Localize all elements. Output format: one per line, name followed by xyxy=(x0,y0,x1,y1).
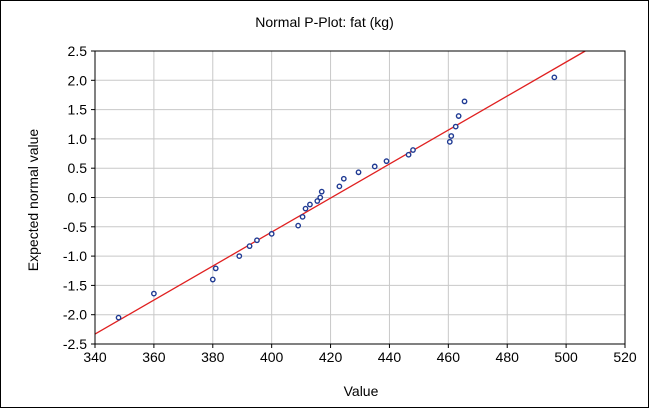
grid xyxy=(95,51,625,344)
x-tick-label: 380 xyxy=(201,349,225,365)
y-tick-label: -1.0 xyxy=(63,248,87,264)
data-point xyxy=(455,113,462,119)
data-point xyxy=(383,158,390,165)
data-point xyxy=(371,163,378,170)
x-tick-label: 440 xyxy=(378,349,402,365)
x-tick-label: 520 xyxy=(613,349,637,365)
x-tick-label: 500 xyxy=(554,349,578,365)
y-tick-label: -0.5 xyxy=(63,219,87,235)
y-tick-label: 2.5 xyxy=(68,43,88,59)
data-point xyxy=(115,314,122,321)
y-tick-label: 0.0 xyxy=(68,190,88,206)
data-point xyxy=(307,201,313,208)
data-point xyxy=(212,265,219,272)
data-point xyxy=(317,194,324,201)
data-point xyxy=(299,213,306,220)
y-tick-label: -1.5 xyxy=(63,277,87,293)
data-point xyxy=(246,243,253,250)
data-point xyxy=(254,237,260,244)
data-point xyxy=(448,133,455,139)
data-point xyxy=(446,138,453,145)
data-point xyxy=(236,253,243,260)
y-tick-label: 2.0 xyxy=(68,72,88,88)
x-tick-label: 360 xyxy=(142,349,166,365)
reference-line-layer xyxy=(94,50,586,335)
data-point xyxy=(318,188,325,195)
x-tick-label: 340 xyxy=(83,349,107,365)
y-tick-label: 1.0 xyxy=(68,131,88,147)
data-point xyxy=(295,222,302,229)
data-point xyxy=(355,169,362,176)
x-tick-label: 460 xyxy=(437,349,461,365)
data-point xyxy=(302,205,309,212)
data-point xyxy=(268,230,275,237)
y-tick-label: -2.5 xyxy=(63,336,87,352)
x-tick-label: 400 xyxy=(260,349,284,365)
data-point xyxy=(314,198,321,204)
axis-ticks: 340 360 380 400 420 440 460 480 500 520 2.5 2.0 1.5 1… xyxy=(63,43,637,365)
x-axis-label: Value xyxy=(343,383,379,399)
data-point xyxy=(336,183,343,190)
chart-title: Normal P-Plot: fat (kg) xyxy=(255,14,394,30)
data-point xyxy=(452,123,459,130)
data-point xyxy=(405,151,412,158)
data-point xyxy=(340,175,347,182)
y-tick-label: 1.5 xyxy=(68,102,88,118)
data-point xyxy=(209,276,216,283)
data-point xyxy=(410,147,416,153)
data-point xyxy=(150,290,157,297)
data-point xyxy=(461,98,468,105)
x-tick-label: 480 xyxy=(496,349,520,365)
y-tick-label: -2.0 xyxy=(63,307,87,323)
data-points xyxy=(115,74,558,321)
data-point xyxy=(551,74,558,81)
x-tick-label: 420 xyxy=(319,349,343,365)
reference-line xyxy=(94,50,586,335)
y-tick-label: 0.5 xyxy=(68,160,88,176)
